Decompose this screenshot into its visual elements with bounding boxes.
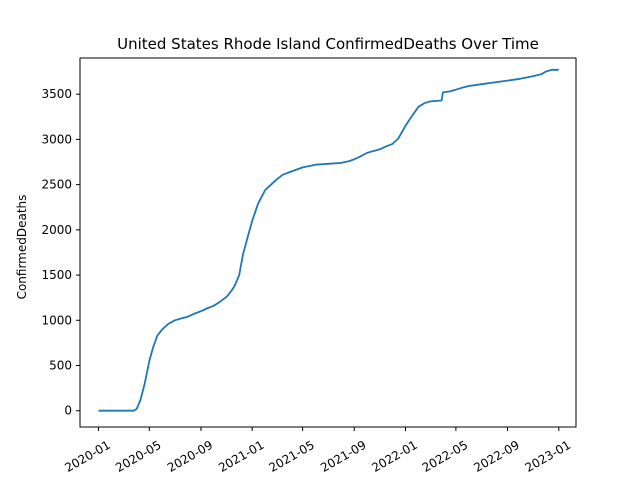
- y-tick-label: 1000: [41, 313, 72, 327]
- y-tick-label: 3000: [41, 132, 72, 146]
- y-tick-label: 500: [49, 359, 72, 373]
- y-tick-label: 1500: [41, 268, 72, 282]
- y-tick-label: 2500: [41, 178, 72, 192]
- y-tick-label: 2000: [41, 223, 72, 237]
- series-line: [98, 68, 559, 412]
- y-tick-label: 0: [64, 404, 72, 418]
- y-axis-ticks: 0 500 1000 1500 2000 2500 3000 3500: [41, 87, 80, 418]
- chart-title: United States Rhode Island ConfirmedDeat…: [117, 35, 539, 53]
- y-tick-label: 3500: [41, 87, 72, 101]
- y-axis-label: ConfirmedDeaths: [15, 195, 29, 300]
- plot-frame: [79, 57, 577, 428]
